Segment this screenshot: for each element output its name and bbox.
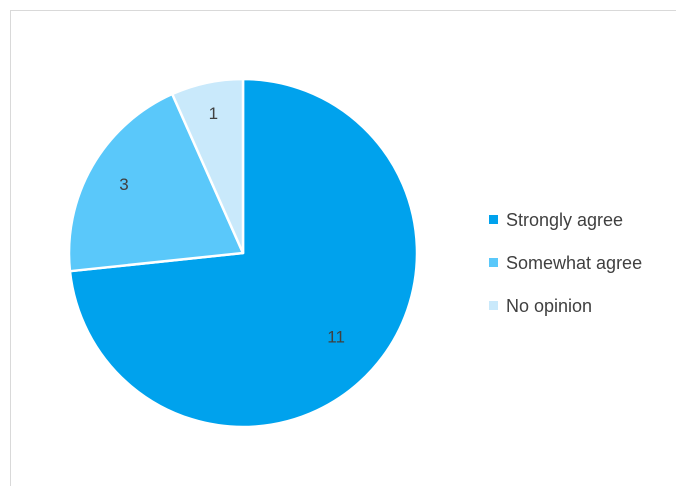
legend-item-strongly-agree: Strongly agree: [489, 198, 642, 241]
legend-label-strongly-agree: Strongly agree: [506, 209, 624, 230]
legend-swatch-strongly-agree: [489, 215, 498, 224]
data-label-no-opinion: 1: [209, 104, 218, 123]
legend-swatch-somewhat-agree: [489, 258, 498, 267]
data-label-somewhat-agree: 3: [119, 175, 128, 194]
legend-swatch-no-opinion: [489, 301, 498, 310]
pie-slice-somewhat-agree: [67, 92, 245, 273]
legend-item-no-opinion: No opinion: [489, 284, 642, 327]
pie-slice-no-opinion: [170, 77, 245, 255]
legend-item-somewhat-agree: Somewhat agree: [489, 241, 642, 284]
data-label-strongly-agree: 11: [327, 327, 345, 346]
legend-label-no-opinion: No opinion: [506, 295, 593, 316]
legend: Strongly agree Somewhat agree No opinion: [489, 198, 642, 327]
legend-label-somewhat-agree: Somewhat agree: [506, 252, 643, 273]
